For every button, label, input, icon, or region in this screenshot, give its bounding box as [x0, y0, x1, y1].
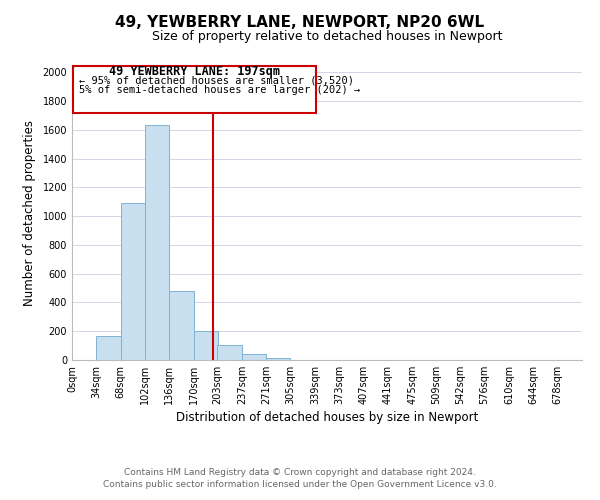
Bar	[169, 291, 194, 360]
Bar	[97, 336, 121, 360]
Bar	[266, 358, 290, 360]
Text: 49, YEWBERRY LANE, NEWPORT, NP20 6WL: 49, YEWBERRY LANE, NEWPORT, NP20 6WL	[115, 15, 485, 30]
FancyBboxPatch shape	[73, 66, 316, 113]
Bar	[242, 354, 266, 360]
Text: 49 YEWBERRY LANE: 197sqm: 49 YEWBERRY LANE: 197sqm	[109, 65, 280, 78]
Bar	[194, 331, 218, 360]
Title: Size of property relative to detached houses in Newport: Size of property relative to detached ho…	[152, 30, 502, 43]
Text: 5% of semi-detached houses are larger (202) →: 5% of semi-detached houses are larger (2…	[79, 85, 361, 95]
Bar	[121, 203, 145, 360]
Text: ← 95% of detached houses are smaller (3,520): ← 95% of detached houses are smaller (3,…	[79, 76, 354, 86]
Bar	[145, 126, 169, 360]
Text: Contains HM Land Registry data © Crown copyright and database right 2024.
Contai: Contains HM Land Registry data © Crown c…	[103, 468, 497, 489]
X-axis label: Distribution of detached houses by size in Newport: Distribution of detached houses by size …	[176, 411, 478, 424]
Y-axis label: Number of detached properties: Number of detached properties	[23, 120, 35, 306]
Bar	[217, 345, 242, 360]
